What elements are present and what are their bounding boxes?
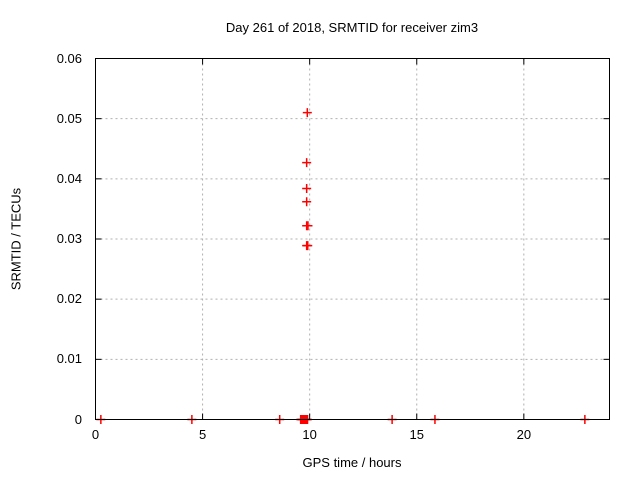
- y-tick-label: 0: [74, 411, 82, 427]
- x-axis-title: GPS time / hours: [302, 455, 402, 470]
- y-tick-label: 0.01: [56, 351, 82, 367]
- x-tick-label: 10: [302, 427, 317, 442]
- y-tick-label: 0.04: [56, 170, 82, 186]
- y-tick-label: 0.02: [56, 291, 82, 307]
- data-point-marker: [303, 221, 313, 231]
- chart-title: Day 261 of 2018, SRMTID for receiver zim…: [225, 20, 479, 35]
- y-tick-label: 0.06: [56, 50, 82, 66]
- data-point-marker: [302, 158, 312, 168]
- x-tick-label: 5: [198, 427, 207, 442]
- y-tick-label: 0.03: [56, 231, 82, 246]
- x-tick-label: 20: [516, 427, 532, 442]
- x-tick-label: 0: [91, 427, 100, 442]
- data-point-marker: [302, 108, 312, 118]
- data-point-marker: [302, 197, 312, 207]
- data-point-marker: [302, 183, 312, 193]
- data-point-marker: [303, 241, 313, 251]
- x-tick-label: 15: [409, 427, 424, 442]
- y-tick-label: 0.05: [56, 110, 82, 126]
